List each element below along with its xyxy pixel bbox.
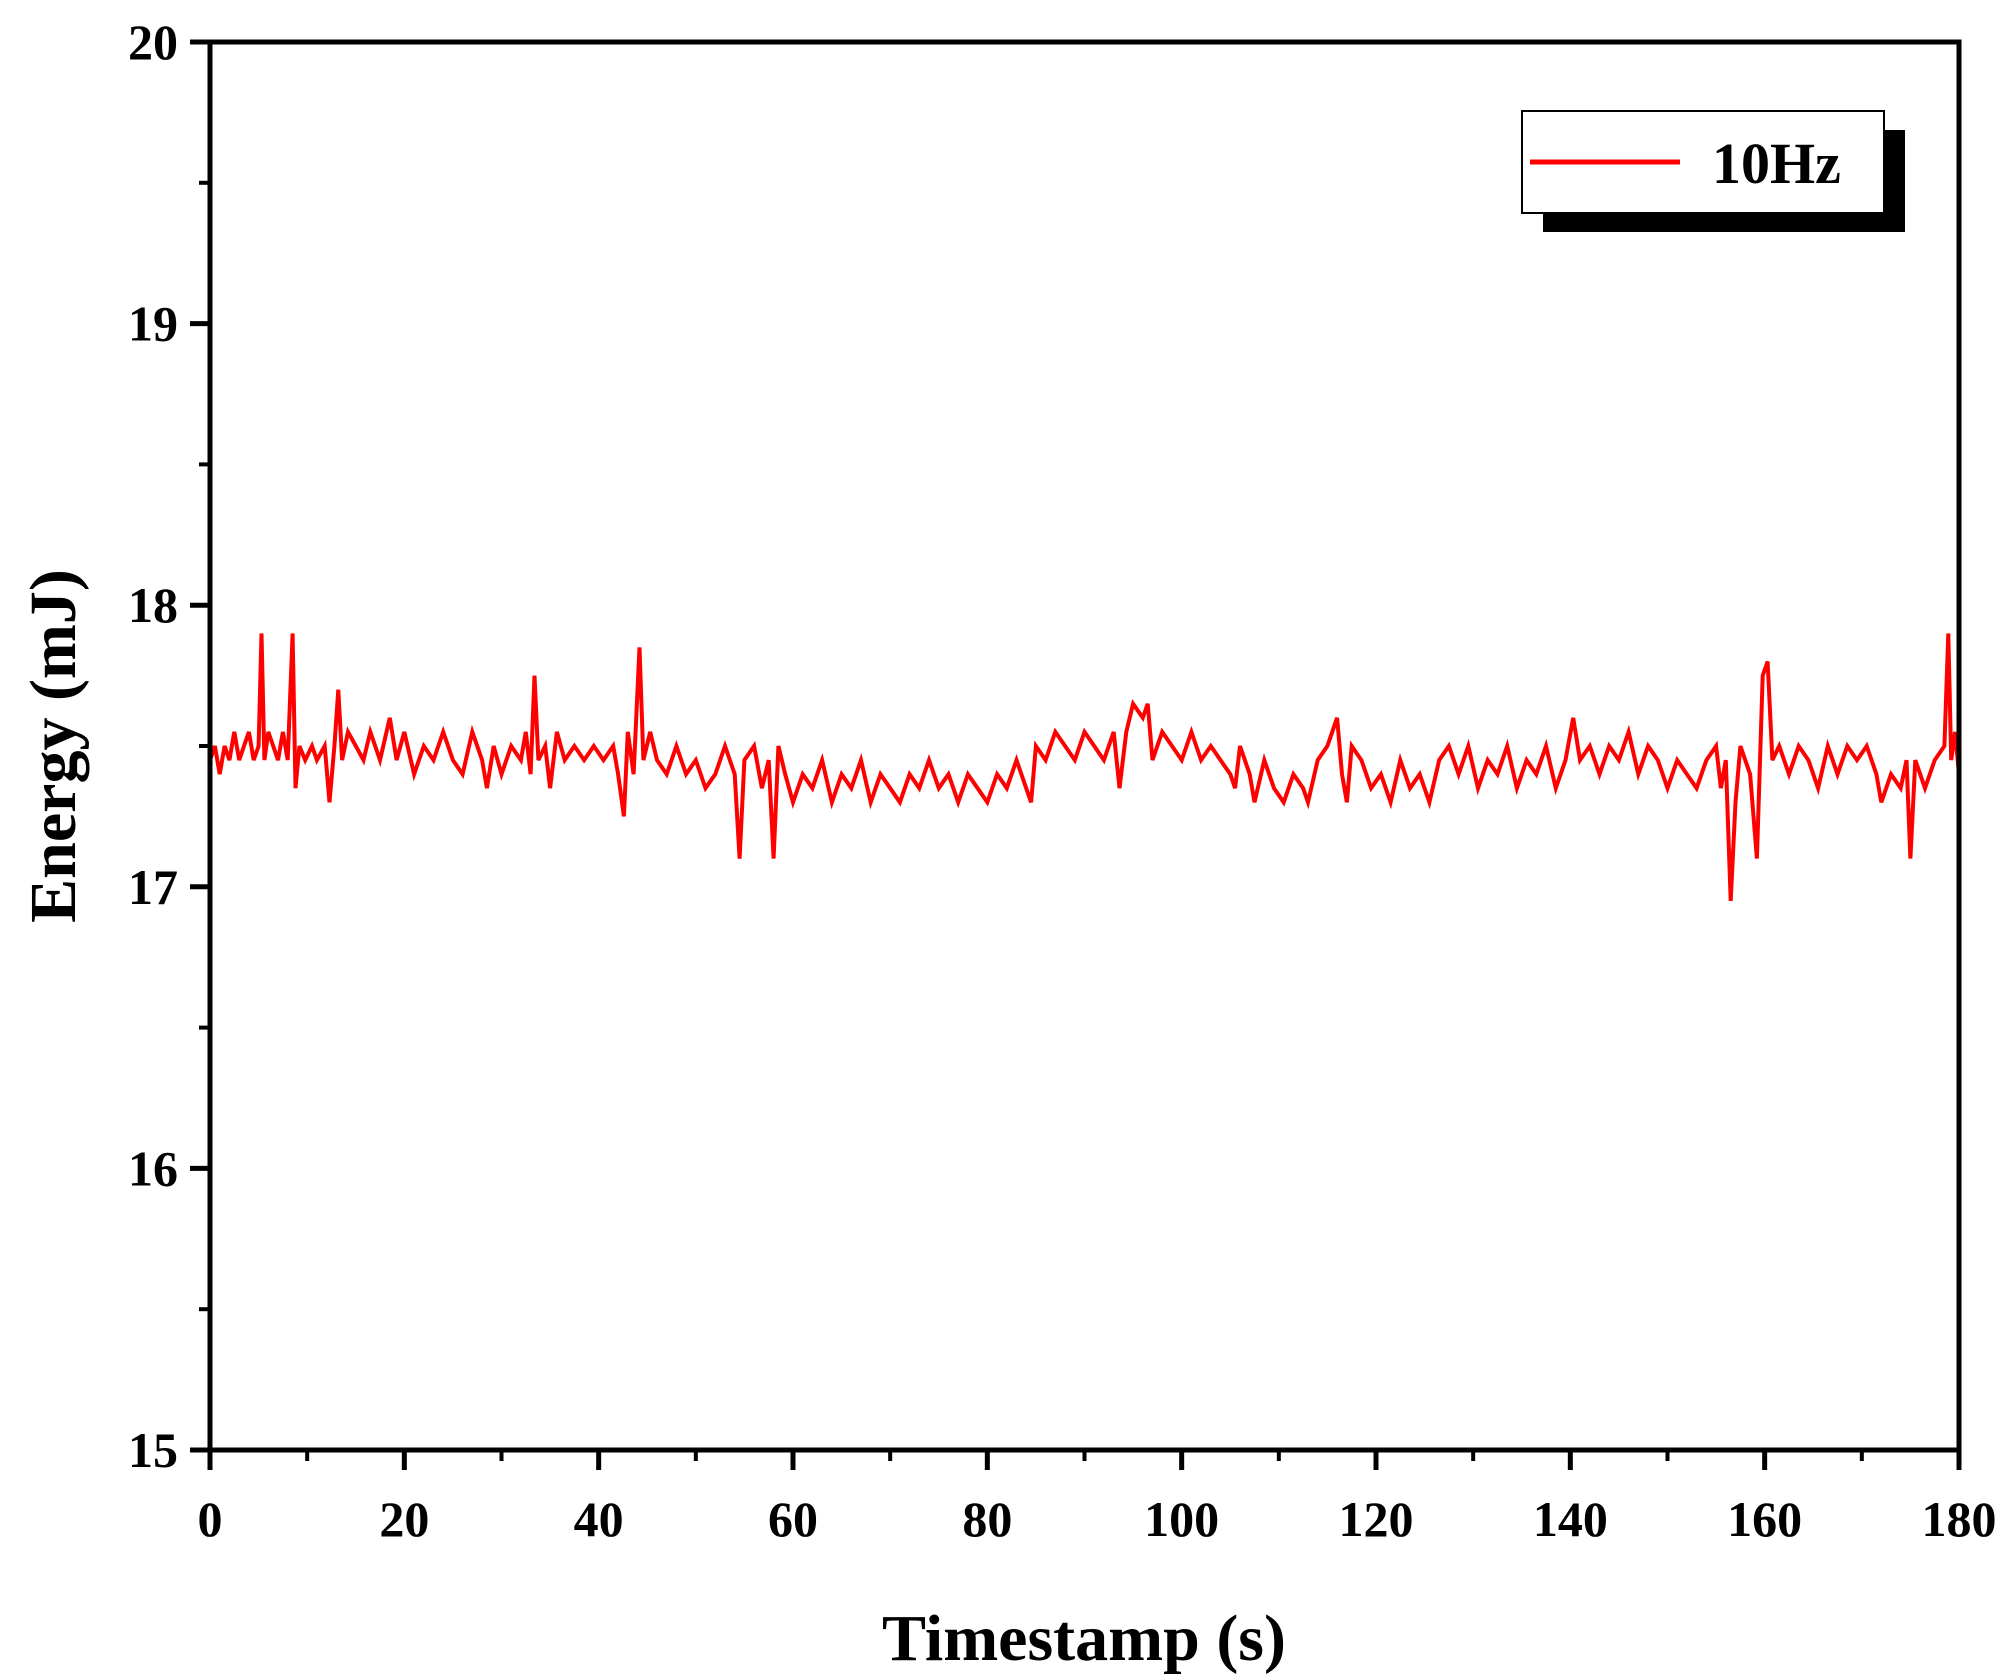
y-tick-label: 18 — [128, 577, 178, 633]
y-tick-label: 17 — [128, 859, 178, 915]
x-tick-label: 40 — [574, 1491, 624, 1547]
y-tick-label: 20 — [128, 14, 178, 70]
series-layer — [208, 633, 1961, 901]
x-tick-label: 180 — [1922, 1491, 1997, 1547]
x-axis-ticks: 0 20 40 60 80 100 120 140 160 180 — [198, 1450, 1997, 1547]
legend: 10Hz — [1521, 110, 1905, 232]
x-tick-label: 100 — [1144, 1491, 1219, 1547]
y-axis-title: Energy (mJ) — [17, 569, 90, 923]
x-tick-label: 20 — [379, 1491, 429, 1547]
x-tick-label: 160 — [1727, 1491, 1802, 1547]
series-line-10hz — [208, 633, 1961, 901]
x-tick-label: 0 — [198, 1491, 223, 1547]
y-axis-ticks: 15 16 17 18 19 20 — [128, 14, 210, 1478]
plot-frame — [207, 39, 1962, 1453]
y-tick-label: 15 — [128, 1422, 178, 1478]
x-tick-label: 80 — [962, 1491, 1012, 1547]
x-axis-title: Timestamp (s) — [882, 1602, 1286, 1674]
y-tick-label: 19 — [128, 296, 178, 352]
y-tick-label: 16 — [128, 1140, 178, 1196]
x-tick-label: 120 — [1339, 1491, 1414, 1547]
x-tick-label: 140 — [1533, 1491, 1608, 1547]
x-tick-label: 60 — [768, 1491, 818, 1547]
legend-label-10hz: 10Hz — [1712, 131, 1841, 196]
